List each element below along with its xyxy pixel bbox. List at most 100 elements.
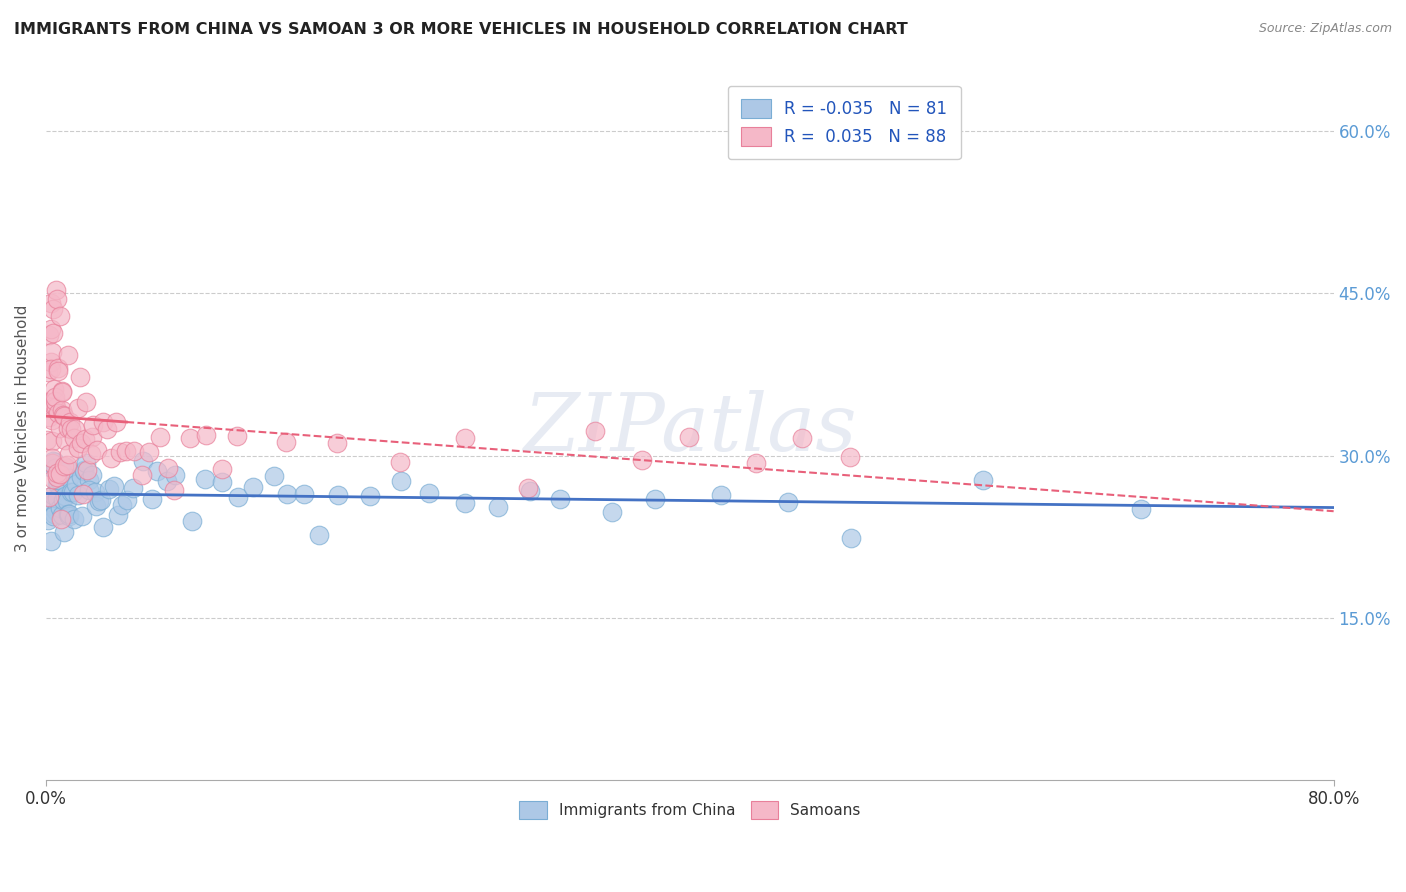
- Point: [51, 385, 73, 400]
- Point: [51, 384, 73, 399]
- Point: [53, 459, 76, 474]
- Point: [600, 505, 623, 519]
- Point: [548, 491, 571, 506]
- Point: [388, 455, 411, 469]
- Point: [359, 489, 381, 503]
- Point: [972, 473, 994, 487]
- Point: [39, 362, 62, 376]
- Point: [52, 409, 75, 423]
- Text: IMMIGRANTS FROM CHINA VS SAMOAN 3 OR MORE VEHICLES IN HOUSEHOLD CORRELATION CHAR: IMMIGRANTS FROM CHINA VS SAMOAN 3 OR MOR…: [14, 22, 908, 37]
- Point: [72, 487, 94, 501]
- Point: [86, 499, 108, 513]
- Point: [44, 454, 66, 468]
- Point: [58, 447, 80, 461]
- Point: [104, 416, 127, 430]
- Point: [52, 465, 75, 479]
- Point: [630, 453, 652, 467]
- Point: [48, 406, 70, 420]
- Point: [453, 496, 475, 510]
- Point: [276, 435, 298, 450]
- Point: [69, 370, 91, 384]
- Point: [44, 460, 66, 475]
- Point: [42, 488, 65, 502]
- Point: [486, 500, 509, 515]
- Point: [678, 430, 700, 444]
- Point: [179, 431, 201, 445]
- Point: [44, 393, 66, 408]
- Point: [91, 415, 114, 429]
- Point: [56, 494, 79, 508]
- Point: [45, 469, 67, 483]
- Point: [48, 309, 70, 323]
- Point: [41, 413, 63, 427]
- Y-axis label: 3 or more Vehicles in Household: 3 or more Vehicles in Household: [15, 305, 30, 552]
- Point: [67, 442, 90, 456]
- Point: [131, 454, 153, 468]
- Point: [80, 447, 103, 461]
- Point: [42, 507, 65, 521]
- Point: [63, 422, 86, 436]
- Point: [776, 494, 799, 508]
- Point: [37, 513, 59, 527]
- Point: [72, 463, 94, 477]
- Point: [42, 453, 65, 467]
- Point: [70, 436, 93, 450]
- Point: [42, 471, 65, 485]
- Point: [41, 450, 63, 465]
- Point: [107, 508, 129, 523]
- Point: [163, 483, 186, 497]
- Point: [80, 430, 103, 444]
- Point: [276, 486, 298, 500]
- Point: [49, 421, 72, 435]
- Point: [745, 456, 768, 470]
- Point: [710, 488, 733, 502]
- Point: [42, 326, 65, 340]
- Point: [38, 409, 60, 424]
- Point: [121, 481, 143, 495]
- Point: [41, 434, 63, 448]
- Point: [45, 283, 67, 297]
- Point: [792, 431, 814, 445]
- Point: [111, 498, 134, 512]
- Point: [77, 483, 100, 498]
- Point: [73, 432, 96, 446]
- Point: [56, 421, 79, 435]
- Point: [138, 444, 160, 458]
- Point: [48, 473, 70, 487]
- Point: [122, 444, 145, 458]
- Point: [75, 457, 97, 471]
- Point: [292, 487, 315, 501]
- Point: [108, 444, 131, 458]
- Point: [93, 520, 115, 534]
- Point: [46, 364, 69, 378]
- Point: [838, 450, 860, 464]
- Point: [37, 434, 59, 448]
- Point: [42, 382, 65, 396]
- Point: [58, 507, 80, 521]
- Point: [80, 468, 103, 483]
- Point: [69, 469, 91, 483]
- Point: [72, 464, 94, 478]
- Text: ZIPatlas: ZIPatlas: [523, 390, 856, 467]
- Point: [45, 400, 67, 414]
- Point: [454, 431, 477, 445]
- Point: [96, 422, 118, 436]
- Point: [37, 395, 59, 409]
- Point: [145, 464, 167, 478]
- Point: [65, 476, 87, 491]
- Point: [58, 507, 80, 521]
- Point: [263, 469, 285, 483]
- Point: [1129, 502, 1152, 516]
- Point: [39, 534, 62, 549]
- Point: [37, 365, 59, 379]
- Point: [70, 509, 93, 524]
- Point: [59, 485, 82, 500]
- Point: [56, 348, 79, 362]
- Point: [86, 443, 108, 458]
- Point: [583, 424, 606, 438]
- Point: [242, 480, 264, 494]
- Point: [39, 355, 62, 369]
- Point: [211, 475, 233, 490]
- Point: [156, 460, 179, 475]
- Point: [51, 508, 73, 522]
